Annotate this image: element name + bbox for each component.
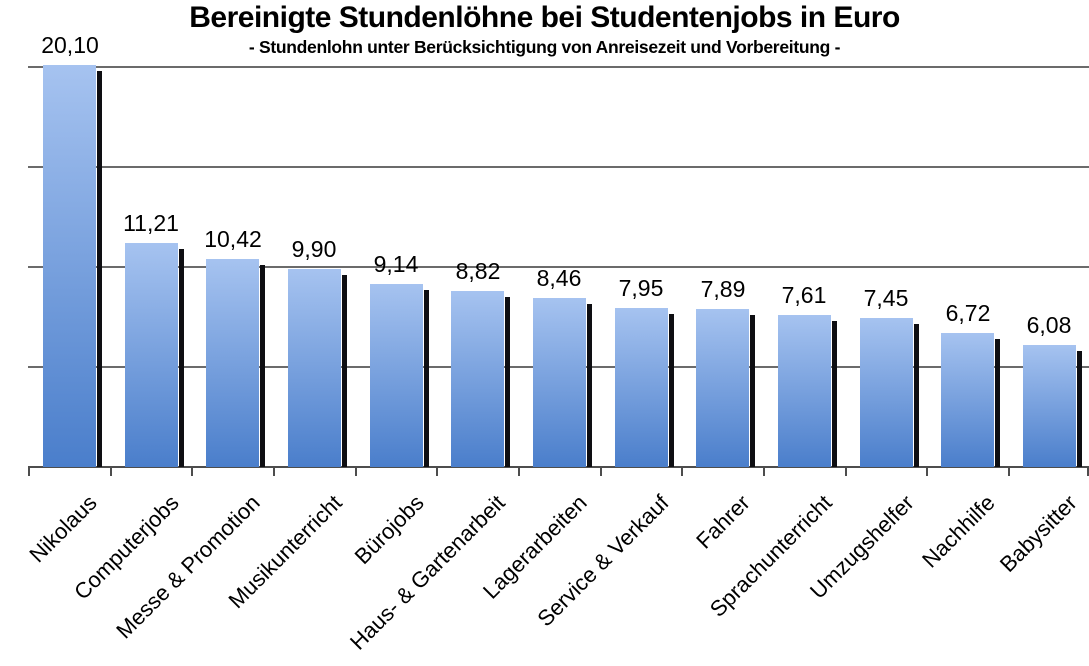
value-label: 9,14 xyxy=(373,251,419,277)
axis-tick xyxy=(273,467,275,476)
bar-shadow xyxy=(750,315,755,467)
axis-tick xyxy=(845,467,847,476)
bar xyxy=(860,318,913,467)
axis-tick xyxy=(355,467,357,476)
chart-title: Bereinigte Stundenlöhne bei Studentenjob… xyxy=(189,1,900,34)
bar-shadow xyxy=(832,321,837,467)
bar-shadow xyxy=(669,314,674,467)
bar xyxy=(451,291,504,467)
axis-tick xyxy=(28,467,30,476)
value-label: 6,08 xyxy=(1026,312,1072,338)
axis-tick xyxy=(436,467,438,476)
axis-tick xyxy=(518,467,520,476)
value-label: 7,45 xyxy=(863,285,909,311)
bar xyxy=(1023,345,1076,467)
axis-tick xyxy=(763,467,765,476)
bar xyxy=(941,333,994,467)
bar xyxy=(125,243,178,467)
value-label: 10,42 xyxy=(204,226,262,252)
bar xyxy=(43,65,96,467)
value-label: 6,72 xyxy=(945,300,991,326)
axis-tick xyxy=(681,467,683,476)
bar-shadow xyxy=(914,324,919,467)
bar xyxy=(615,308,668,467)
axis-tick xyxy=(600,467,602,476)
value-label: 9,90 xyxy=(291,236,337,262)
gridline xyxy=(28,66,1089,68)
axis-tick xyxy=(1008,467,1010,476)
x-axis-line xyxy=(28,466,1089,468)
bar-shadow xyxy=(179,249,184,467)
value-label: 20,10 xyxy=(41,32,99,58)
chart-subtitle: - Stundenlohn unter Berücksichtigung von… xyxy=(248,37,841,57)
axis-tick xyxy=(191,467,193,476)
bar xyxy=(288,269,341,467)
bar-shadow xyxy=(505,297,510,467)
axis-tick xyxy=(926,467,928,476)
bar xyxy=(370,284,423,467)
bar-shadow xyxy=(260,265,265,467)
bar-shadow xyxy=(995,339,1000,467)
bar-shadow xyxy=(587,304,592,467)
bar xyxy=(778,315,831,467)
bar-shadow xyxy=(1077,351,1082,467)
bar-shadow xyxy=(424,290,429,467)
bar-shadow xyxy=(97,71,102,467)
axis-tick xyxy=(110,467,112,476)
gridline xyxy=(28,166,1089,168)
bar xyxy=(533,298,586,467)
value-label: 7,89 xyxy=(700,276,746,302)
value-label: 7,95 xyxy=(618,275,664,301)
value-label: 8,82 xyxy=(455,258,501,284)
gridline xyxy=(28,266,1089,268)
bar-shadow xyxy=(342,275,347,467)
value-label: 8,46 xyxy=(536,265,582,291)
axis-tick xyxy=(1087,467,1089,476)
bar xyxy=(696,309,749,467)
value-label: 11,21 xyxy=(123,210,179,236)
bar xyxy=(206,259,259,467)
value-label: 7,61 xyxy=(781,282,827,308)
